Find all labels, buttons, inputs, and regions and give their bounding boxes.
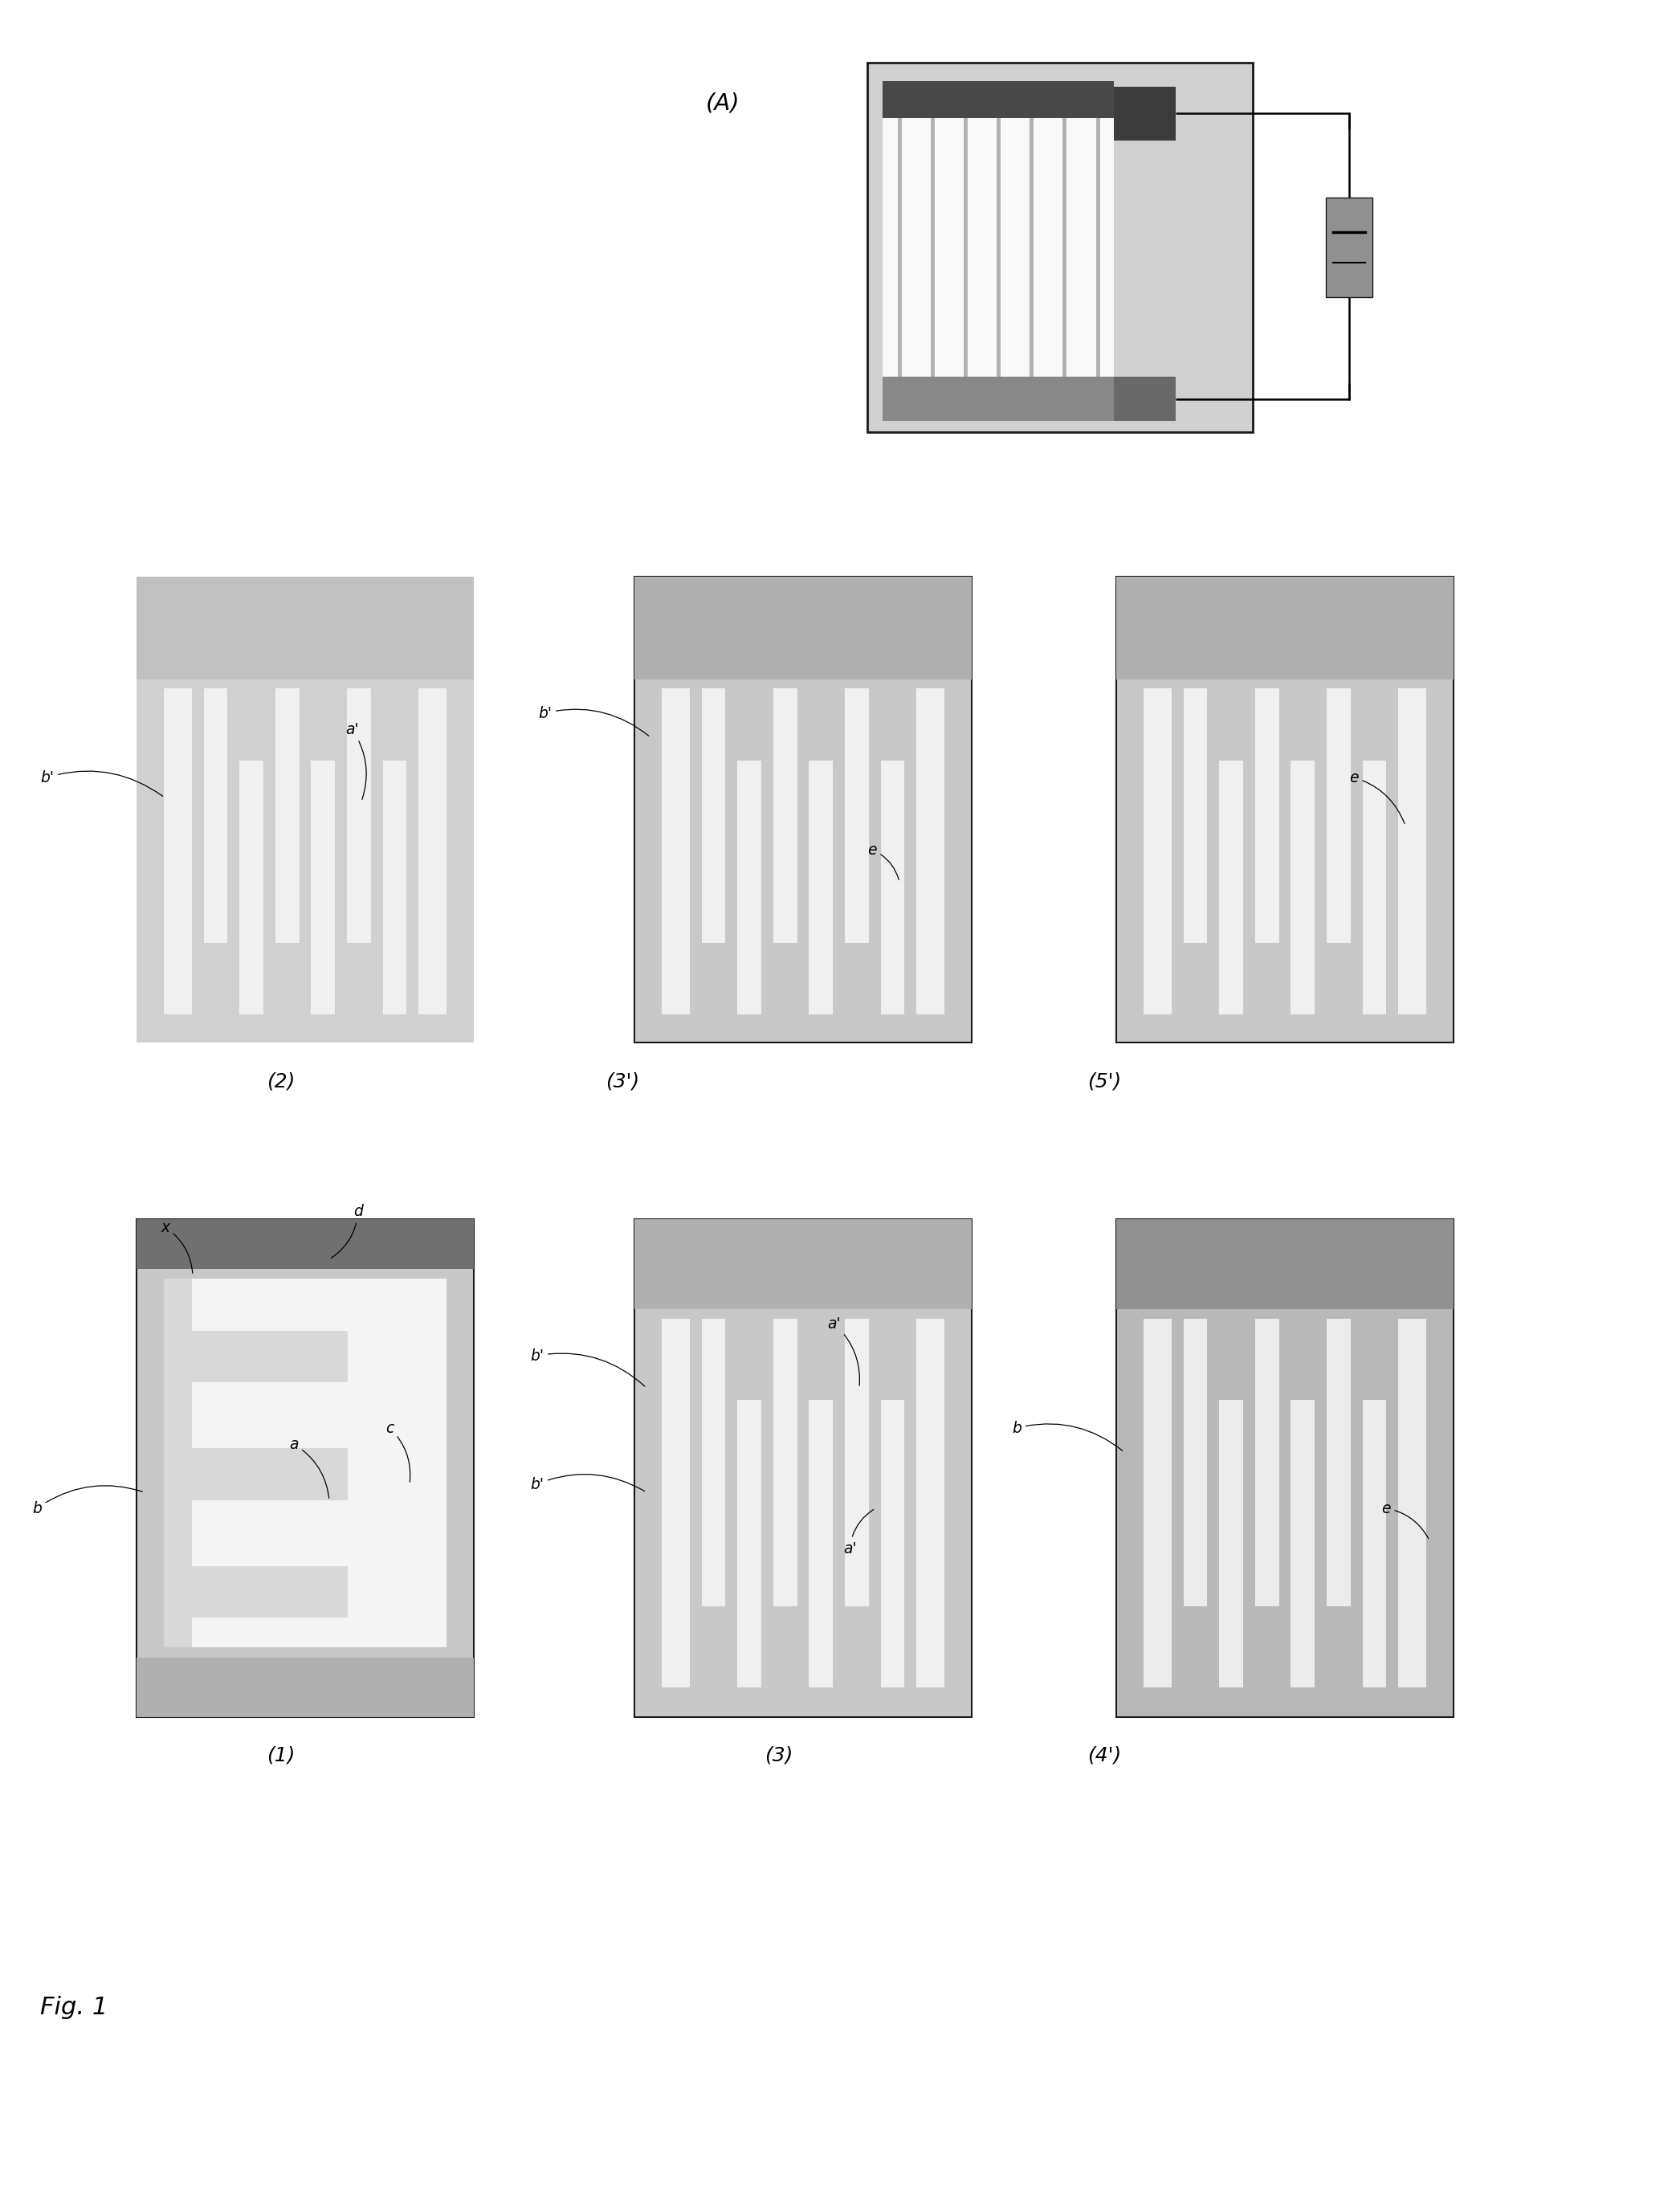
Text: x: x <box>161 1220 193 1273</box>
Bar <box>1327 688 1351 942</box>
Bar <box>1116 1218 1453 1718</box>
Bar <box>1116 1218 1453 1308</box>
Bar <box>1327 1319 1351 1606</box>
Text: d: d <box>331 1203 363 1258</box>
Bar <box>1183 688 1208 942</box>
Bar <box>1114 377 1176 421</box>
Bar <box>773 1319 796 1606</box>
Bar <box>276 688 299 942</box>
Text: a': a' <box>843 1510 874 1556</box>
Text: e: e <box>1381 1501 1428 1538</box>
Text: e: e <box>867 841 899 881</box>
Text: a: a <box>289 1437 329 1499</box>
Bar <box>1255 1319 1278 1606</box>
Bar <box>1326 197 1373 298</box>
Bar <box>810 1400 833 1687</box>
Bar <box>662 1319 690 1687</box>
Bar <box>635 1218 971 1718</box>
Bar <box>163 1280 447 1648</box>
Bar <box>1362 760 1386 1014</box>
Text: b': b' <box>40 769 163 795</box>
Bar <box>1142 688 1171 1014</box>
Bar <box>346 688 371 942</box>
Bar <box>880 1400 904 1687</box>
Text: (3'): (3') <box>605 1071 640 1091</box>
Bar <box>1362 1400 1386 1687</box>
Text: (4'): (4') <box>1087 1746 1121 1766</box>
Bar <box>702 688 726 942</box>
Text: b': b' <box>529 1475 645 1492</box>
Bar <box>635 1218 971 1308</box>
Bar <box>136 1218 474 1718</box>
Text: b': b' <box>538 706 648 736</box>
Text: (5'): (5') <box>1087 1071 1121 1091</box>
Text: (2): (2) <box>267 1071 296 1091</box>
Bar <box>882 118 1114 377</box>
Text: b: b <box>32 1485 143 1516</box>
Bar <box>1220 1400 1243 1687</box>
Bar <box>635 576 971 1043</box>
Bar <box>136 576 474 1043</box>
Text: e: e <box>1349 769 1404 824</box>
Bar <box>662 688 690 1014</box>
Bar <box>1116 576 1453 679</box>
Text: b: b <box>1011 1420 1122 1450</box>
Bar <box>635 576 971 679</box>
Bar <box>192 1567 348 1617</box>
Bar <box>882 377 1114 421</box>
Bar <box>1255 688 1278 942</box>
Text: a': a' <box>827 1317 860 1385</box>
Bar <box>1290 760 1315 1014</box>
Bar <box>916 1319 944 1687</box>
Bar <box>916 688 944 1014</box>
Bar <box>845 688 869 942</box>
Bar <box>136 1218 474 1269</box>
Bar <box>738 760 761 1014</box>
Bar <box>1220 760 1243 1014</box>
Bar <box>702 1319 726 1606</box>
Bar <box>1290 1400 1315 1687</box>
Bar <box>418 688 447 1014</box>
Text: c: c <box>385 1420 410 1481</box>
Bar <box>810 760 833 1014</box>
Text: (1): (1) <box>267 1746 296 1766</box>
Bar <box>192 1448 348 1501</box>
Bar <box>1116 576 1453 1043</box>
Bar <box>867 64 1253 432</box>
Bar <box>192 1330 348 1383</box>
Text: (A): (A) <box>706 92 739 114</box>
Bar <box>845 1319 869 1606</box>
Bar <box>1114 88 1176 140</box>
Bar <box>1398 1319 1426 1687</box>
Bar <box>383 760 407 1014</box>
Bar <box>738 1400 761 1687</box>
Bar <box>136 576 474 679</box>
Bar <box>240 760 264 1014</box>
Bar <box>1142 1319 1171 1687</box>
Text: Fig. 1: Fig. 1 <box>40 1996 108 2020</box>
Bar <box>882 81 1114 118</box>
Bar <box>163 688 192 1014</box>
Bar <box>136 1656 474 1718</box>
Bar <box>1398 688 1426 1014</box>
Text: b': b' <box>529 1347 645 1387</box>
Text: (3): (3) <box>764 1746 793 1766</box>
Bar <box>311 760 334 1014</box>
Bar <box>773 688 796 942</box>
Bar <box>880 760 904 1014</box>
Text: a': a' <box>346 721 366 800</box>
Bar <box>203 688 227 942</box>
Bar <box>163 1280 192 1648</box>
Bar <box>1183 1319 1208 1606</box>
